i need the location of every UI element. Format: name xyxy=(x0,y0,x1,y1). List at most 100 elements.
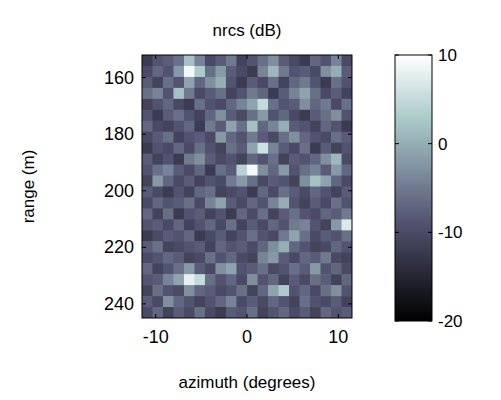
cell xyxy=(331,241,342,253)
cell xyxy=(321,110,332,122)
cell xyxy=(194,77,205,89)
cell xyxy=(310,296,321,308)
cell xyxy=(205,187,216,199)
cell xyxy=(331,187,342,199)
cell xyxy=(142,66,153,78)
cell xyxy=(152,110,163,122)
cell xyxy=(268,285,279,297)
cell xyxy=(152,165,163,177)
plot-frame xyxy=(142,55,352,318)
cell xyxy=(236,154,247,166)
cell xyxy=(163,296,174,308)
cell xyxy=(152,230,163,242)
cell xyxy=(300,88,311,100)
cell xyxy=(194,274,205,286)
cell xyxy=(342,274,352,286)
cell xyxy=(152,263,163,275)
cell xyxy=(226,143,237,155)
cell xyxy=(331,219,342,231)
cell xyxy=(184,176,195,188)
cell xyxy=(184,187,195,199)
cell xyxy=(258,143,269,155)
cell xyxy=(184,154,195,166)
cell xyxy=(342,143,352,155)
colorbar-tick xyxy=(395,55,399,56)
cell xyxy=(173,187,184,199)
cell xyxy=(247,88,258,100)
cell xyxy=(163,274,174,286)
cell xyxy=(289,241,300,253)
cell xyxy=(142,230,153,242)
cell xyxy=(321,143,332,155)
cell xyxy=(142,274,153,286)
cell xyxy=(215,88,226,100)
cell xyxy=(163,263,174,275)
cell xyxy=(258,88,269,100)
cell xyxy=(205,77,216,89)
cell xyxy=(205,66,216,78)
cell xyxy=(236,296,247,308)
cell xyxy=(279,230,290,242)
cell xyxy=(321,66,332,78)
y-tick xyxy=(348,247,352,248)
cell xyxy=(142,241,153,253)
cell xyxy=(205,252,216,264)
cell xyxy=(279,154,290,166)
cell xyxy=(194,252,205,264)
cell xyxy=(247,187,258,199)
cell xyxy=(342,176,352,188)
cell xyxy=(163,121,174,133)
y-tick xyxy=(142,247,146,248)
cell xyxy=(331,274,342,286)
cell xyxy=(268,296,279,308)
cell xyxy=(342,110,352,122)
cell xyxy=(310,241,321,253)
cell xyxy=(289,252,300,264)
cell xyxy=(236,143,247,155)
cell xyxy=(321,99,332,111)
cell xyxy=(215,197,226,209)
cell xyxy=(331,88,342,100)
cell xyxy=(173,296,184,308)
colorbar-frame xyxy=(395,55,432,321)
cell xyxy=(142,99,153,111)
cell xyxy=(268,274,279,286)
cell xyxy=(289,285,300,297)
cell xyxy=(300,230,311,242)
cell xyxy=(152,77,163,89)
colorbar-tick xyxy=(428,143,432,144)
cell xyxy=(258,110,269,122)
cell xyxy=(321,77,332,89)
y-tick xyxy=(348,303,352,304)
cell xyxy=(247,241,258,253)
cell xyxy=(331,132,342,144)
cell xyxy=(142,88,153,100)
cell xyxy=(226,296,237,308)
cell xyxy=(331,99,342,111)
cell xyxy=(194,241,205,253)
cell xyxy=(163,99,174,111)
cell xyxy=(173,99,184,111)
cell xyxy=(194,285,205,297)
cell xyxy=(289,99,300,111)
cell xyxy=(226,110,237,122)
cell xyxy=(331,176,342,188)
cell xyxy=(194,99,205,111)
cell xyxy=(194,143,205,155)
cell xyxy=(247,307,258,318)
cell xyxy=(342,252,352,264)
cell xyxy=(321,132,332,144)
cell xyxy=(152,187,163,199)
cell xyxy=(184,110,195,122)
cell xyxy=(331,121,342,133)
cell xyxy=(215,55,226,67)
cell xyxy=(152,121,163,133)
cell xyxy=(184,77,195,89)
cell xyxy=(321,296,332,308)
cell xyxy=(289,154,300,166)
cell xyxy=(215,66,226,78)
cell xyxy=(173,241,184,253)
cell xyxy=(342,296,352,308)
cell xyxy=(184,165,195,177)
cell xyxy=(331,307,342,318)
